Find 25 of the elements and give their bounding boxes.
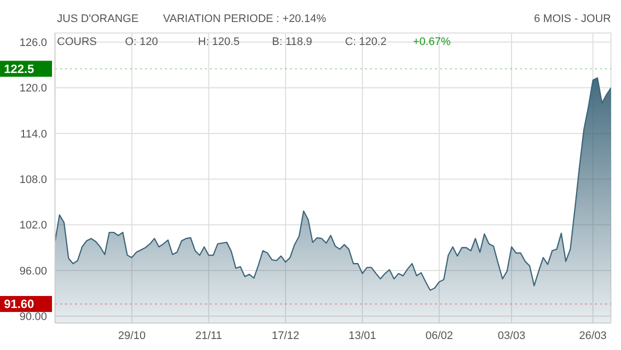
y-tick-label: 96.00 bbox=[19, 265, 47, 278]
y-tick-label: 108.0 bbox=[19, 174, 47, 186]
x-tick-label: 26/03 bbox=[579, 330, 607, 342]
y-tick-label: 126.0 bbox=[19, 37, 47, 50]
annotation: COURS bbox=[57, 36, 97, 48]
x-tick-label: 17/12 bbox=[272, 330, 300, 342]
annotation: +0.67% bbox=[413, 36, 451, 48]
x-tick-label: 21/11 bbox=[195, 330, 222, 342]
x-tick-label: 13/01 bbox=[348, 330, 376, 342]
x-tick-label: 29/10 bbox=[118, 330, 146, 342]
annotation: B: 118.9 bbox=[272, 36, 312, 48]
chart-subtitle: VARIATION PERIODE : +20.14% bbox=[163, 13, 326, 25]
chart-title: JUS D'ORANGE bbox=[57, 13, 139, 25]
annotation: C: 120.2 bbox=[345, 36, 387, 48]
ref-line-label: 91.60 bbox=[4, 296, 34, 311]
text: 6 MOIS - JOUR bbox=[534, 13, 611, 25]
y-tick-label: 102.0 bbox=[19, 220, 47, 232]
y-tick-label: 114.0 bbox=[20, 128, 47, 140]
annotation: O: 120 bbox=[125, 36, 158, 48]
x-tick-label: 06/02 bbox=[425, 330, 453, 342]
y-tick-label: 120.0 bbox=[19, 82, 47, 95]
ref-line-label: 122.5 bbox=[4, 62, 34, 76]
y-tick-label: 90.00 bbox=[19, 311, 47, 324]
x-tick-label: 03/03 bbox=[498, 330, 526, 342]
annotation: H: 120.5 bbox=[198, 36, 240, 48]
